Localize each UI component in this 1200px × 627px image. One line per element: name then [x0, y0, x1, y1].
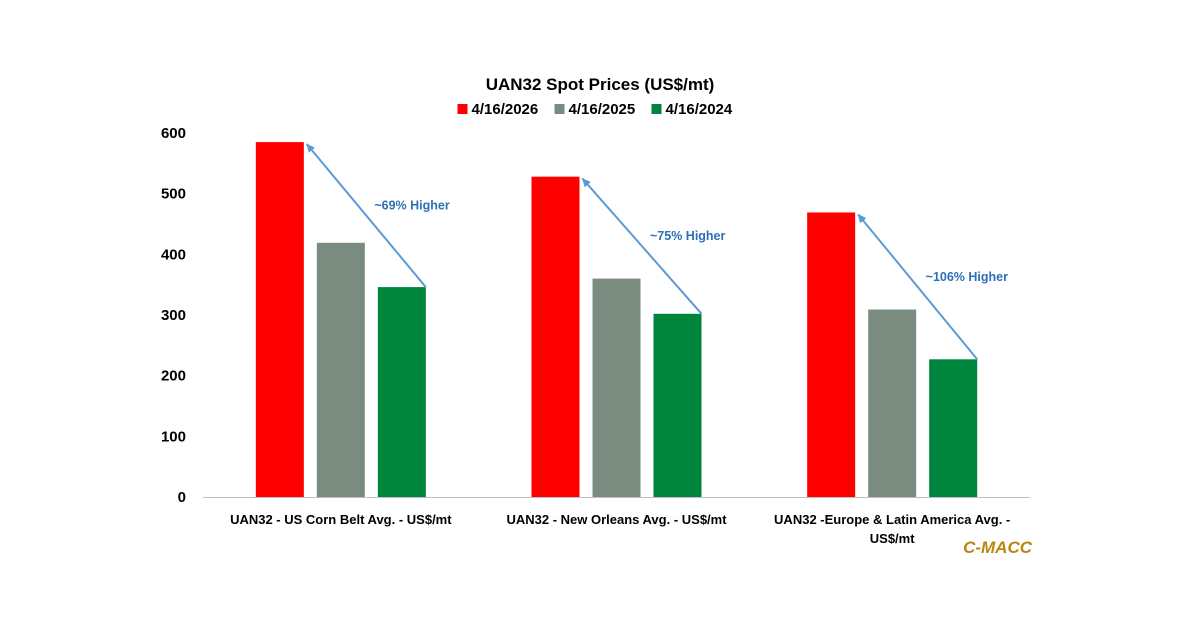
annotation-arrow	[306, 143, 427, 288]
bar	[868, 309, 917, 497]
legend-swatch	[651, 104, 662, 114]
legend-swatch	[554, 104, 565, 114]
bar	[377, 287, 426, 497]
y-tick-label: 200	[161, 368, 186, 385]
category-label: US$/mt	[870, 531, 915, 546]
bar	[929, 359, 978, 497]
x-axis: UAN32 - US Corn Belt Avg. - US$/mt UAN32 …	[203, 497, 1030, 546]
chart-title: UAN32 Spot Prices (US$/mt)	[486, 75, 715, 94]
y-tick-label: 100	[161, 428, 186, 445]
legend-label: 4/16/2024	[666, 101, 733, 118]
legend-label: 4/16/2025	[569, 101, 636, 118]
y-axis: 0 100 200 300 400 500 600	[161, 125, 186, 506]
annotation-label: ~69% Higher	[374, 199, 450, 213]
category-label: UAN32 -Europe & Latin America Avg. -	[774, 512, 1010, 527]
y-tick-label: 500	[161, 186, 186, 203]
bars	[255, 142, 978, 497]
bar	[255, 142, 304, 497]
brand-watermark: C-MACC	[963, 538, 1033, 557]
bar	[807, 212, 856, 497]
annotation-label: ~106% Higher	[926, 270, 1008, 284]
bar	[531, 176, 580, 497]
annotations: ~69% Higher ~75% Higher ~106% Higher	[306, 143, 1008, 360]
y-tick-label: 400	[161, 246, 186, 263]
legend-label: 4/16/2026	[472, 101, 539, 118]
y-tick-label: 0	[178, 489, 186, 506]
y-tick-label: 300	[161, 307, 186, 324]
category-label: UAN32 - New Orleans Avg. - US$/mt	[506, 512, 727, 527]
bar	[653, 313, 702, 497]
annotation-arrow	[581, 177, 703, 315]
y-tick-label: 600	[161, 125, 186, 142]
bar	[316, 242, 365, 497]
category-label: UAN32 - US Corn Belt Avg. - US$/mt	[230, 512, 452, 527]
annotation-arrow	[857, 213, 978, 360]
legend: 4/16/2026 4/16/2025 4/16/2024	[457, 101, 733, 118]
legend-swatch	[457, 104, 468, 114]
bar	[592, 278, 641, 497]
annotation-label: ~75% Higher	[650, 229, 726, 243]
